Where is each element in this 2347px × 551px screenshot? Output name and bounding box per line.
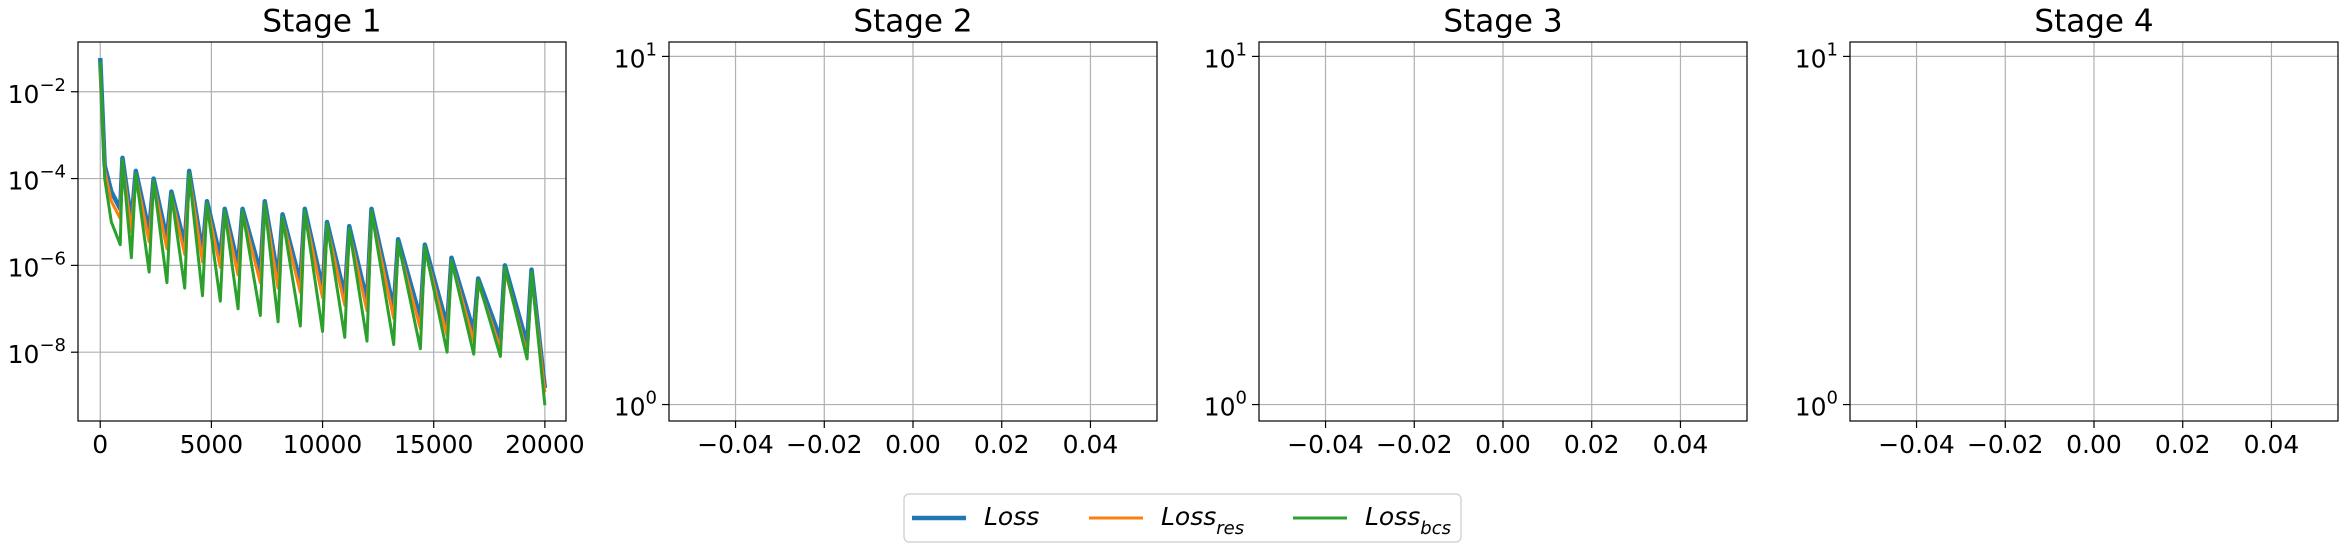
x-tick-label: 0.04 — [1653, 430, 1709, 459]
tick-label-base: 10000 — [283, 430, 363, 459]
y-tick-label: 100 — [1204, 387, 1247, 422]
tick-label-base: 10 — [1204, 44, 1236, 73]
y-tick-label: 10−6 — [8, 248, 66, 283]
tick-label-base: 10 — [8, 340, 40, 369]
tick-label-exponent: 1 — [1827, 39, 1838, 60]
tick-label-base: −0.04 — [697, 430, 774, 459]
tick-label-exponent: 0 — [646, 387, 657, 408]
plot-frame — [668, 41, 1158, 422]
legend-subscript: res — [1216, 518, 1244, 539]
x-tick-label: −0.04 — [1878, 430, 1955, 459]
tick-label-base: −0.02 — [1376, 430, 1453, 459]
tick-label-base: 0.00 — [2066, 430, 2122, 459]
legend-label: Lossres — [1161, 502, 1244, 539]
tick-label-base: −0.04 — [1878, 430, 1955, 459]
x-tick-label: 0.00 — [1475, 430, 1531, 459]
chart-title: Stage 4 — [2034, 4, 2153, 40]
tick-label-base: 10 — [1795, 44, 1827, 73]
tick-label-exponent: −6 — [39, 248, 66, 269]
tick-label-exponent: 1 — [1236, 39, 1247, 60]
tick-label-base: 0.04 — [2244, 430, 2300, 459]
x-tick-label: −0.02 — [786, 430, 863, 459]
tick-label-base: 15000 — [394, 430, 474, 459]
x-tick-label: 0.02 — [974, 430, 1030, 459]
y-tick-label: 10−4 — [8, 161, 66, 196]
y-tick-label: 10−8 — [8, 335, 66, 370]
plot-frame — [1258, 41, 1748, 422]
series-line — [98, 61, 547, 406]
y-tick-label: 10−2 — [8, 74, 66, 109]
x-tick-label: 15000 — [394, 430, 474, 459]
legend-box — [903, 493, 1462, 543]
x-tick-label: 0.00 — [2066, 430, 2122, 459]
x-tick-label: 5000 — [180, 430, 244, 459]
tick-label-base: 0.00 — [1475, 430, 1531, 459]
legend-label: Lossbcs — [1365, 502, 1451, 539]
tick-label-base: 0.00 — [885, 430, 941, 459]
legend-name: Loss — [1161, 502, 1216, 531]
plot-frame — [1849, 41, 2339, 422]
chart-title: Stage 1 — [262, 4, 381, 40]
x-tick-label: −0.04 — [697, 430, 774, 459]
x-tick-label: −0.02 — [1376, 430, 1453, 459]
x-tick-label: 20000 — [505, 430, 585, 459]
chart-title: Stage 2 — [853, 4, 972, 40]
x-tick-label: 0.04 — [1063, 430, 1119, 459]
tick-label-base: 10 — [614, 44, 646, 73]
y-tick-label: 100 — [1795, 387, 1838, 422]
tick-label-base: 10 — [8, 80, 40, 109]
tick-label-base: −0.04 — [1287, 430, 1364, 459]
tick-label-base: 0.02 — [974, 430, 1030, 459]
x-tick-label: 0 — [92, 430, 108, 459]
tick-label-base: 5000 — [180, 430, 244, 459]
tick-label-base: 10 — [1795, 393, 1827, 422]
x-tick-label: 0.04 — [2244, 430, 2300, 459]
tick-label-exponent: −8 — [39, 335, 66, 356]
x-tick-label: −0.04 — [1287, 430, 1364, 459]
tick-label-exponent: 0 — [1236, 387, 1247, 408]
plot-frame — [77, 41, 567, 422]
y-tick-label: 101 — [1795, 39, 1838, 74]
legend-subscript: bcs — [1420, 518, 1451, 539]
y-tick-label: 101 — [614, 39, 657, 74]
tick-label-base: 0.04 — [1653, 430, 1709, 459]
tick-label-base: 10 — [8, 253, 40, 282]
tick-label-exponent: −2 — [39, 74, 66, 95]
tick-label-base: 0 — [92, 430, 108, 459]
legend-name: Loss — [1365, 502, 1420, 531]
tick-label-exponent: −4 — [39, 161, 66, 182]
tick-label-exponent: 1 — [646, 39, 657, 60]
legend: Loss Lossres Lossbcs — [903, 493, 1462, 543]
y-tick-label: 100 — [614, 387, 657, 422]
tick-label-exponent: 0 — [1827, 387, 1838, 408]
tick-label-base: 0.02 — [1564, 430, 1620, 459]
tick-label-base: −0.02 — [786, 430, 863, 459]
x-tick-label: 10000 — [283, 430, 363, 459]
tick-label-base: 0.02 — [2155, 430, 2211, 459]
tick-label-base: 0.04 — [1063, 430, 1119, 459]
legend-name: Loss — [984, 502, 1039, 531]
x-tick-label: 0.00 — [885, 430, 941, 459]
tick-label-base: 10 — [614, 393, 646, 422]
x-tick-label: 0.02 — [1564, 430, 1620, 459]
x-tick-label: 0.02 — [2155, 430, 2211, 459]
tick-label-base: 10 — [8, 167, 40, 196]
x-tick-label: −0.02 — [1967, 430, 2044, 459]
chart-title: Stage 3 — [1443, 4, 1562, 40]
y-tick-label: 101 — [1204, 39, 1247, 74]
tick-label-base: 20000 — [505, 430, 585, 459]
legend-label: Loss — [984, 502, 1039, 531]
tick-label-base: −0.02 — [1967, 430, 2044, 459]
tick-label-base: 10 — [1204, 393, 1236, 422]
